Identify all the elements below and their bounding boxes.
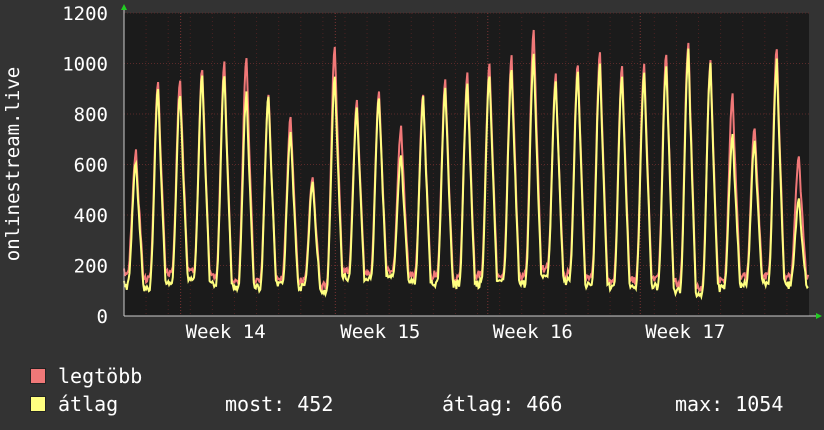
- y-tick-label: 0: [97, 306, 108, 328]
- legend-item-avg: átlag most: 452 átlag: 466 max: 1054: [30, 390, 820, 418]
- legend-swatch-avg: [30, 396, 46, 412]
- x-tick-label: Week 15: [340, 321, 420, 343]
- series-avg-group: [123, 48, 809, 301]
- x-tick-label: Week 17: [645, 321, 725, 343]
- stat-average: átlag: 466: [442, 392, 563, 416]
- grid-lines: [124, 12, 809, 316]
- y-tick-label: 1000: [62, 54, 108, 76]
- y-tick-labels: 0 200 400 600 800 1000 1200: [62, 3, 108, 328]
- y-tick-label: 800: [74, 104, 108, 126]
- y-axis-title: onlinestream.live: [2, 67, 24, 261]
- x-axis-arrow: [816, 313, 822, 319]
- series-line-avg: [123, 48, 809, 301]
- y-tick-label: 200: [74, 256, 108, 278]
- legend-swatch-max: [30, 368, 46, 384]
- legend-label-avg: átlag: [58, 392, 119, 416]
- y-axis-arrow: [121, 4, 127, 10]
- legend: legtöbb átlag most: 452 átlag: 466 max: …: [30, 362, 820, 418]
- legend-label-max: legtöbb: [58, 364, 143, 388]
- x-tick-label: Week 14: [186, 321, 266, 343]
- legend-item-max: legtöbb: [30, 362, 820, 390]
- axes: [121, 4, 822, 319]
- x-tick-labels: Week 14 Week 15 Week 16 Week 17: [186, 321, 726, 343]
- stat-now: most: 452: [225, 392, 334, 416]
- y-tick-label: 1200: [62, 3, 108, 25]
- x-tick-label: Week 16: [493, 321, 573, 343]
- y-tick-label: 400: [74, 205, 108, 227]
- stat-max: max: 1054: [675, 392, 784, 416]
- y-tick-label: 600: [74, 155, 108, 177]
